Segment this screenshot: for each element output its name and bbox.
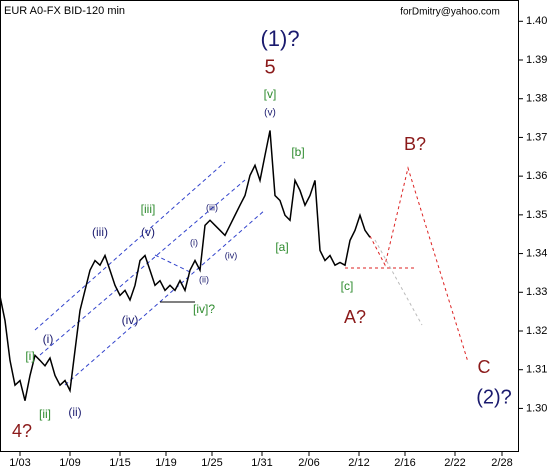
x-tick-label: 1/15 <box>109 457 130 469</box>
x-tick-label: 2/28 <box>491 457 512 469</box>
x-tick-label: 2/06 <box>298 457 319 469</box>
y-tick-label: 1.34 <box>526 247 547 259</box>
y-tick-label: 1.30 <box>526 402 547 414</box>
wave-label: (i) <box>190 237 198 247</box>
y-tick-label: 1.37 <box>526 131 547 143</box>
wave-label: (2)? <box>476 386 512 408</box>
wave-label: (iii) <box>206 202 218 212</box>
wave-label: [a] <box>275 240 288 254</box>
wave-label: [i] <box>25 349 34 363</box>
wave-label: (iv) <box>122 313 139 327</box>
projection-alt <box>374 239 423 326</box>
wave-label: [iv]? <box>193 302 215 316</box>
wave-label: (iii) <box>92 225 108 239</box>
x-tick-label: 1/31 <box>251 457 272 469</box>
wave-label: (v) <box>264 108 276 119</box>
wave-label: (iv) <box>225 250 238 260</box>
wave-label: (v) <box>141 225 155 239</box>
y-tick-label: 1.35 <box>526 209 547 221</box>
plot-frame <box>0 0 519 452</box>
channel-lines <box>34 161 266 386</box>
channel-line <box>154 254 191 273</box>
wave-label: A? <box>344 307 366 327</box>
x-tick-label: 1/25 <box>201 457 222 469</box>
y-tick-label: 1.39 <box>526 54 547 66</box>
wave-label: B? <box>404 134 426 154</box>
y-tick-label: 1.32 <box>526 325 547 337</box>
chart-title: EUR A0-FX BID-120 min <box>4 5 125 17</box>
wave-label: (i) <box>43 332 54 346</box>
projection <box>345 166 469 363</box>
wave-label: (1)? <box>260 26 299 51</box>
x-tick-label: 2/22 <box>444 457 465 469</box>
watermark: forDmitry@yahoo.com <box>400 7 500 18</box>
projection-path <box>369 166 469 363</box>
x-tick-label: 1/03 <box>9 457 30 469</box>
wave-label: [b] <box>291 145 304 159</box>
wave-label: 5 <box>264 56 275 78</box>
channel-line <box>34 161 226 331</box>
channel-line <box>64 209 266 386</box>
wave-label: (ii) <box>68 405 81 419</box>
y-tick-label: 1.40 <box>526 15 547 27</box>
y-tick-label: 1.31 <box>526 364 547 376</box>
x-tick-label: 2/16 <box>394 457 415 469</box>
y-tick-label: 1.38 <box>526 93 547 105</box>
wave-label: C <box>478 357 491 377</box>
channel-line <box>39 179 246 356</box>
wave-label: [c] <box>341 279 354 293</box>
wave-label: 4? <box>12 421 32 441</box>
y-tick-label: 1.36 <box>526 170 547 182</box>
wave-label: (ii) <box>199 274 209 284</box>
x-tick-label: 1/09 <box>59 457 80 469</box>
x-tick-label: 1/19 <box>155 457 176 469</box>
x-tick-label: 2/12 <box>348 457 369 469</box>
price-line <box>0 130 371 401</box>
wave-label: [ii] <box>39 407 51 421</box>
wave-label: [iii] <box>141 202 156 216</box>
y-tick-label: 1.33 <box>526 286 547 298</box>
wave-label: [v] <box>264 87 277 101</box>
